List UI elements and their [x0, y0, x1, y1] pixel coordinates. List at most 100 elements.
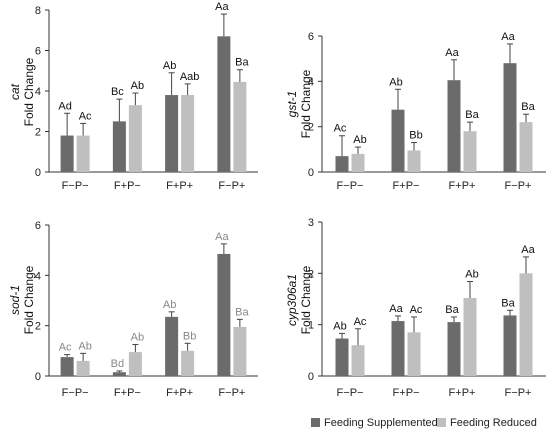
- significance-label: Ab: [131, 80, 144, 92]
- significance-label: Aa: [215, 1, 229, 13]
- bar-supplemented: [165, 95, 179, 172]
- y-tick-label: 1: [308, 320, 314, 332]
- bar-reduced: [128, 352, 142, 376]
- bar-reduced: [407, 150, 421, 172]
- bar-reduced: [76, 360, 90, 376]
- bar-supplemented: [447, 80, 461, 172]
- x-tick-label: F−P−: [62, 387, 89, 399]
- significance-label: Ba: [465, 109, 479, 121]
- x-tick-label: F−P−: [337, 180, 364, 192]
- significance-label: Aab: [180, 71, 200, 83]
- y-axis-title: Fold Change: [299, 265, 313, 334]
- y-axis-title: Fold Change: [299, 69, 313, 138]
- bar-reduced: [233, 81, 247, 172]
- y-axis-label: sod-1Fold Change: [8, 265, 36, 334]
- legend-swatch-supplemented: [311, 418, 320, 427]
- panel-sod-1: 0 2 4 6 sod-1Fold Change Ac Ab F−P− Bd Ab F+P− Ab Bb…: [8, 220, 258, 399]
- significance-label: Ac: [59, 342, 72, 354]
- bar-supplemented: [391, 109, 405, 172]
- bar-supplemented: [60, 135, 74, 172]
- x-tick-label: F−P+: [218, 387, 245, 399]
- legend-swatch-reduced: [437, 418, 446, 427]
- significance-label: Ad: [58, 100, 71, 112]
- significance-label: Ba: [445, 304, 459, 316]
- gene-name: gst-1: [285, 91, 299, 118]
- bar-reduced: [463, 131, 477, 172]
- y-axis-title: Fold Change: [22, 265, 36, 334]
- bar-reduced: [351, 345, 365, 376]
- significance-label: Ab: [163, 60, 176, 72]
- significance-label: Ab: [163, 299, 176, 311]
- significance-label: Aa: [215, 231, 229, 243]
- y-tick-label: 6: [35, 46, 41, 58]
- significance-label: Bd: [111, 358, 124, 370]
- x-tick-label: F−P+: [218, 180, 245, 192]
- bar-reduced: [181, 350, 195, 376]
- x-tick-label: F+P+: [449, 180, 476, 192]
- bar-supplemented: [391, 321, 405, 376]
- legend: Feeding Supplemented Feeding Reduced: [311, 417, 537, 429]
- panel-gst-1: 0 2 4 6 gst-1Fold Change Ac Ab F−P− Ab Bb F+P− Aa Ba…: [285, 31, 546, 192]
- significance-label: Ab: [333, 320, 346, 332]
- x-tick-label: F−P+: [505, 180, 532, 192]
- bar-reduced: [463, 297, 477, 376]
- y-tick-label: 4: [35, 270, 41, 282]
- x-tick-label: F−P−: [337, 387, 364, 399]
- bar-supplemented: [60, 357, 74, 376]
- y-axis-label: cyp306a1Fold Change: [285, 265, 313, 334]
- bar-supplemented: [335, 338, 349, 376]
- bar-supplemented: [447, 322, 461, 376]
- legend-label-reduced: Feeding Reduced: [450, 417, 537, 429]
- bar-reduced: [128, 105, 142, 172]
- y-tick-label: 8: [35, 5, 41, 17]
- y-tick-label: 2: [308, 122, 314, 134]
- bar-supplemented: [112, 372, 126, 376]
- x-tick-label: F−P−: [62, 180, 89, 192]
- y-tick-label: 2: [35, 321, 41, 333]
- bar-reduced: [407, 332, 421, 376]
- y-tick-label: 6: [35, 220, 41, 232]
- y-tick-label: 2: [308, 268, 314, 280]
- y-tick-label: 6: [308, 31, 314, 43]
- x-tick-label: F+P−: [393, 387, 420, 399]
- y-tick-label: 0: [308, 167, 314, 179]
- x-tick-label: F+P+: [449, 387, 476, 399]
- bar-supplemented: [165, 316, 179, 376]
- significance-label: Ab: [131, 332, 144, 344]
- significance-label: Aa: [389, 303, 403, 315]
- legend-label-supplemented: Feeding Supplemented: [324, 417, 438, 429]
- significance-label: Ac: [410, 304, 423, 316]
- significance-label: Ba: [235, 306, 249, 318]
- significance-label: Bc: [111, 86, 124, 98]
- bar-supplemented: [503, 315, 517, 376]
- y-tick-label: 4: [35, 86, 41, 98]
- y-tick-label: 0: [35, 371, 41, 383]
- bar-reduced: [76, 135, 90, 172]
- significance-label: Ba: [501, 297, 515, 309]
- y-tick-label: 0: [35, 167, 41, 179]
- significance-label: Ba: [235, 57, 249, 69]
- y-axis-label: catFold Change: [8, 57, 36, 126]
- bar-reduced: [181, 95, 195, 172]
- significance-label: Ac: [354, 316, 367, 328]
- x-tick-label: F+P−: [114, 387, 141, 399]
- panel-cyp306a1: 0 1 2 3 cyp306a1Fold Change Ab Ac F−P− Aa Ac F+P− B…: [285, 217, 546, 399]
- significance-label: Ac: [79, 110, 92, 122]
- x-tick-label: F−P+: [505, 387, 532, 399]
- significance-label: Ab: [389, 76, 402, 88]
- x-tick-label: F+P−: [393, 180, 420, 192]
- y-tick-label: 2: [35, 127, 41, 139]
- bar-supplemented: [112, 121, 126, 172]
- y-tick-label: 3: [308, 217, 314, 229]
- bar-reduced: [233, 326, 247, 376]
- gene-name: sod-1: [8, 285, 22, 315]
- significance-label: Bb: [183, 330, 196, 342]
- bar-reduced: [351, 153, 365, 172]
- significance-label: Aa: [445, 47, 459, 59]
- bar-reduced: [519, 273, 533, 376]
- gene-name: cat: [8, 83, 22, 100]
- significance-label: Aa: [521, 244, 535, 256]
- bar-reduced: [519, 122, 533, 172]
- significance-label: Aa: [501, 31, 515, 43]
